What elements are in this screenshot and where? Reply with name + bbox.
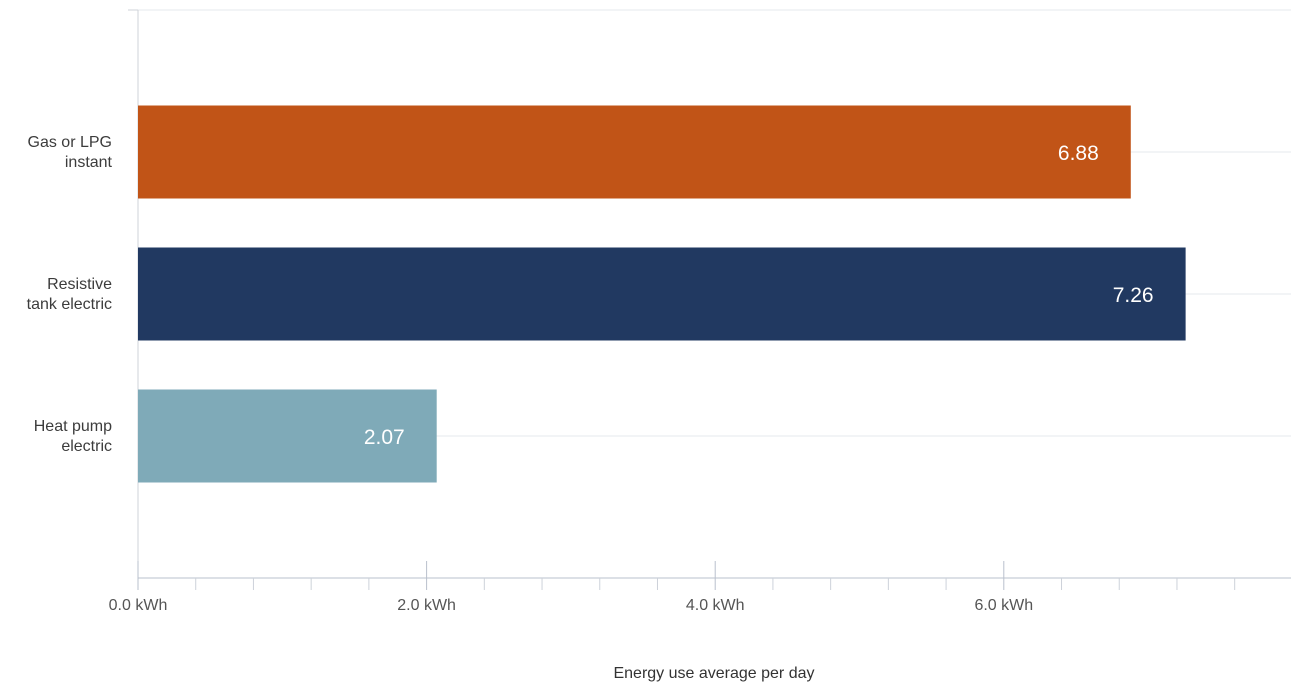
category-labels: Gas or LPG instant Resistive tank electric H… — [27, 134, 113, 455]
x-tick-label: 0.0 kWh — [109, 597, 168, 614]
bar-value-label: 7.26 — [1113, 284, 1154, 307]
bar — [138, 105, 1131, 199]
bar — [138, 389, 437, 483]
category-label: Resistive tank electric — [27, 276, 112, 313]
bar — [138, 247, 1186, 341]
bars: 6.88 7.26 2.07 — [138, 105, 1186, 483]
gridlines — [138, 9, 1291, 437]
x-tick-label: 2.0 kWh — [397, 597, 456, 614]
bar-value-label: 2.07 — [364, 426, 405, 449]
bar-value-label: 6.88 — [1058, 142, 1099, 165]
x-tick-label: 4.0 kWh — [686, 597, 745, 614]
x-tick-label: 6.0 kWh — [974, 597, 1033, 614]
category-label: Gas or LPG instant — [28, 134, 113, 171]
category-label: Heat pump electric — [34, 418, 112, 455]
x-axis-ticks: 0.0 kWh 2.0 kWh 4.0 kWh 6.0 kWh — [109, 561, 1236, 614]
x-axis-title: Energy use average per day — [613, 665, 814, 682]
